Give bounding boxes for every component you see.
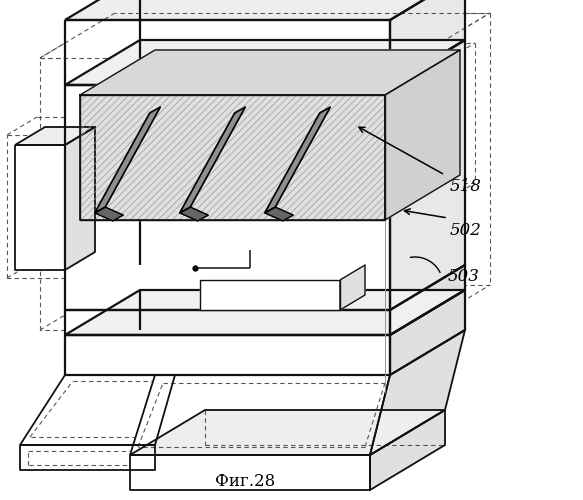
Polygon shape — [390, 0, 465, 85]
Polygon shape — [370, 330, 465, 455]
Text: 518: 518 — [450, 178, 482, 195]
Polygon shape — [65, 40, 465, 85]
Polygon shape — [65, 127, 95, 270]
Polygon shape — [80, 95, 385, 220]
Text: Фиг.28: Фиг.28 — [215, 473, 275, 490]
Polygon shape — [65, 85, 390, 310]
Polygon shape — [15, 127, 95, 145]
Polygon shape — [390, 290, 465, 375]
Text: 503: 503 — [448, 268, 480, 285]
Polygon shape — [390, 265, 465, 335]
Polygon shape — [385, 50, 460, 220]
Polygon shape — [200, 280, 340, 310]
Polygon shape — [20, 445, 155, 470]
Polygon shape — [130, 455, 370, 490]
Polygon shape — [180, 107, 245, 213]
Polygon shape — [95, 207, 123, 221]
Polygon shape — [65, 290, 465, 335]
Polygon shape — [180, 207, 208, 221]
Polygon shape — [130, 410, 445, 455]
Polygon shape — [370, 410, 445, 490]
Polygon shape — [95, 107, 160, 213]
Polygon shape — [15, 145, 65, 270]
Polygon shape — [130, 375, 390, 455]
Polygon shape — [265, 107, 330, 213]
Polygon shape — [390, 40, 465, 310]
Polygon shape — [20, 375, 175, 445]
Polygon shape — [340, 265, 365, 310]
Polygon shape — [65, 0, 465, 20]
Text: 502: 502 — [450, 222, 482, 239]
Polygon shape — [65, 310, 390, 335]
Polygon shape — [80, 50, 460, 95]
Polygon shape — [265, 207, 293, 221]
Polygon shape — [65, 20, 390, 85]
Polygon shape — [65, 335, 390, 375]
